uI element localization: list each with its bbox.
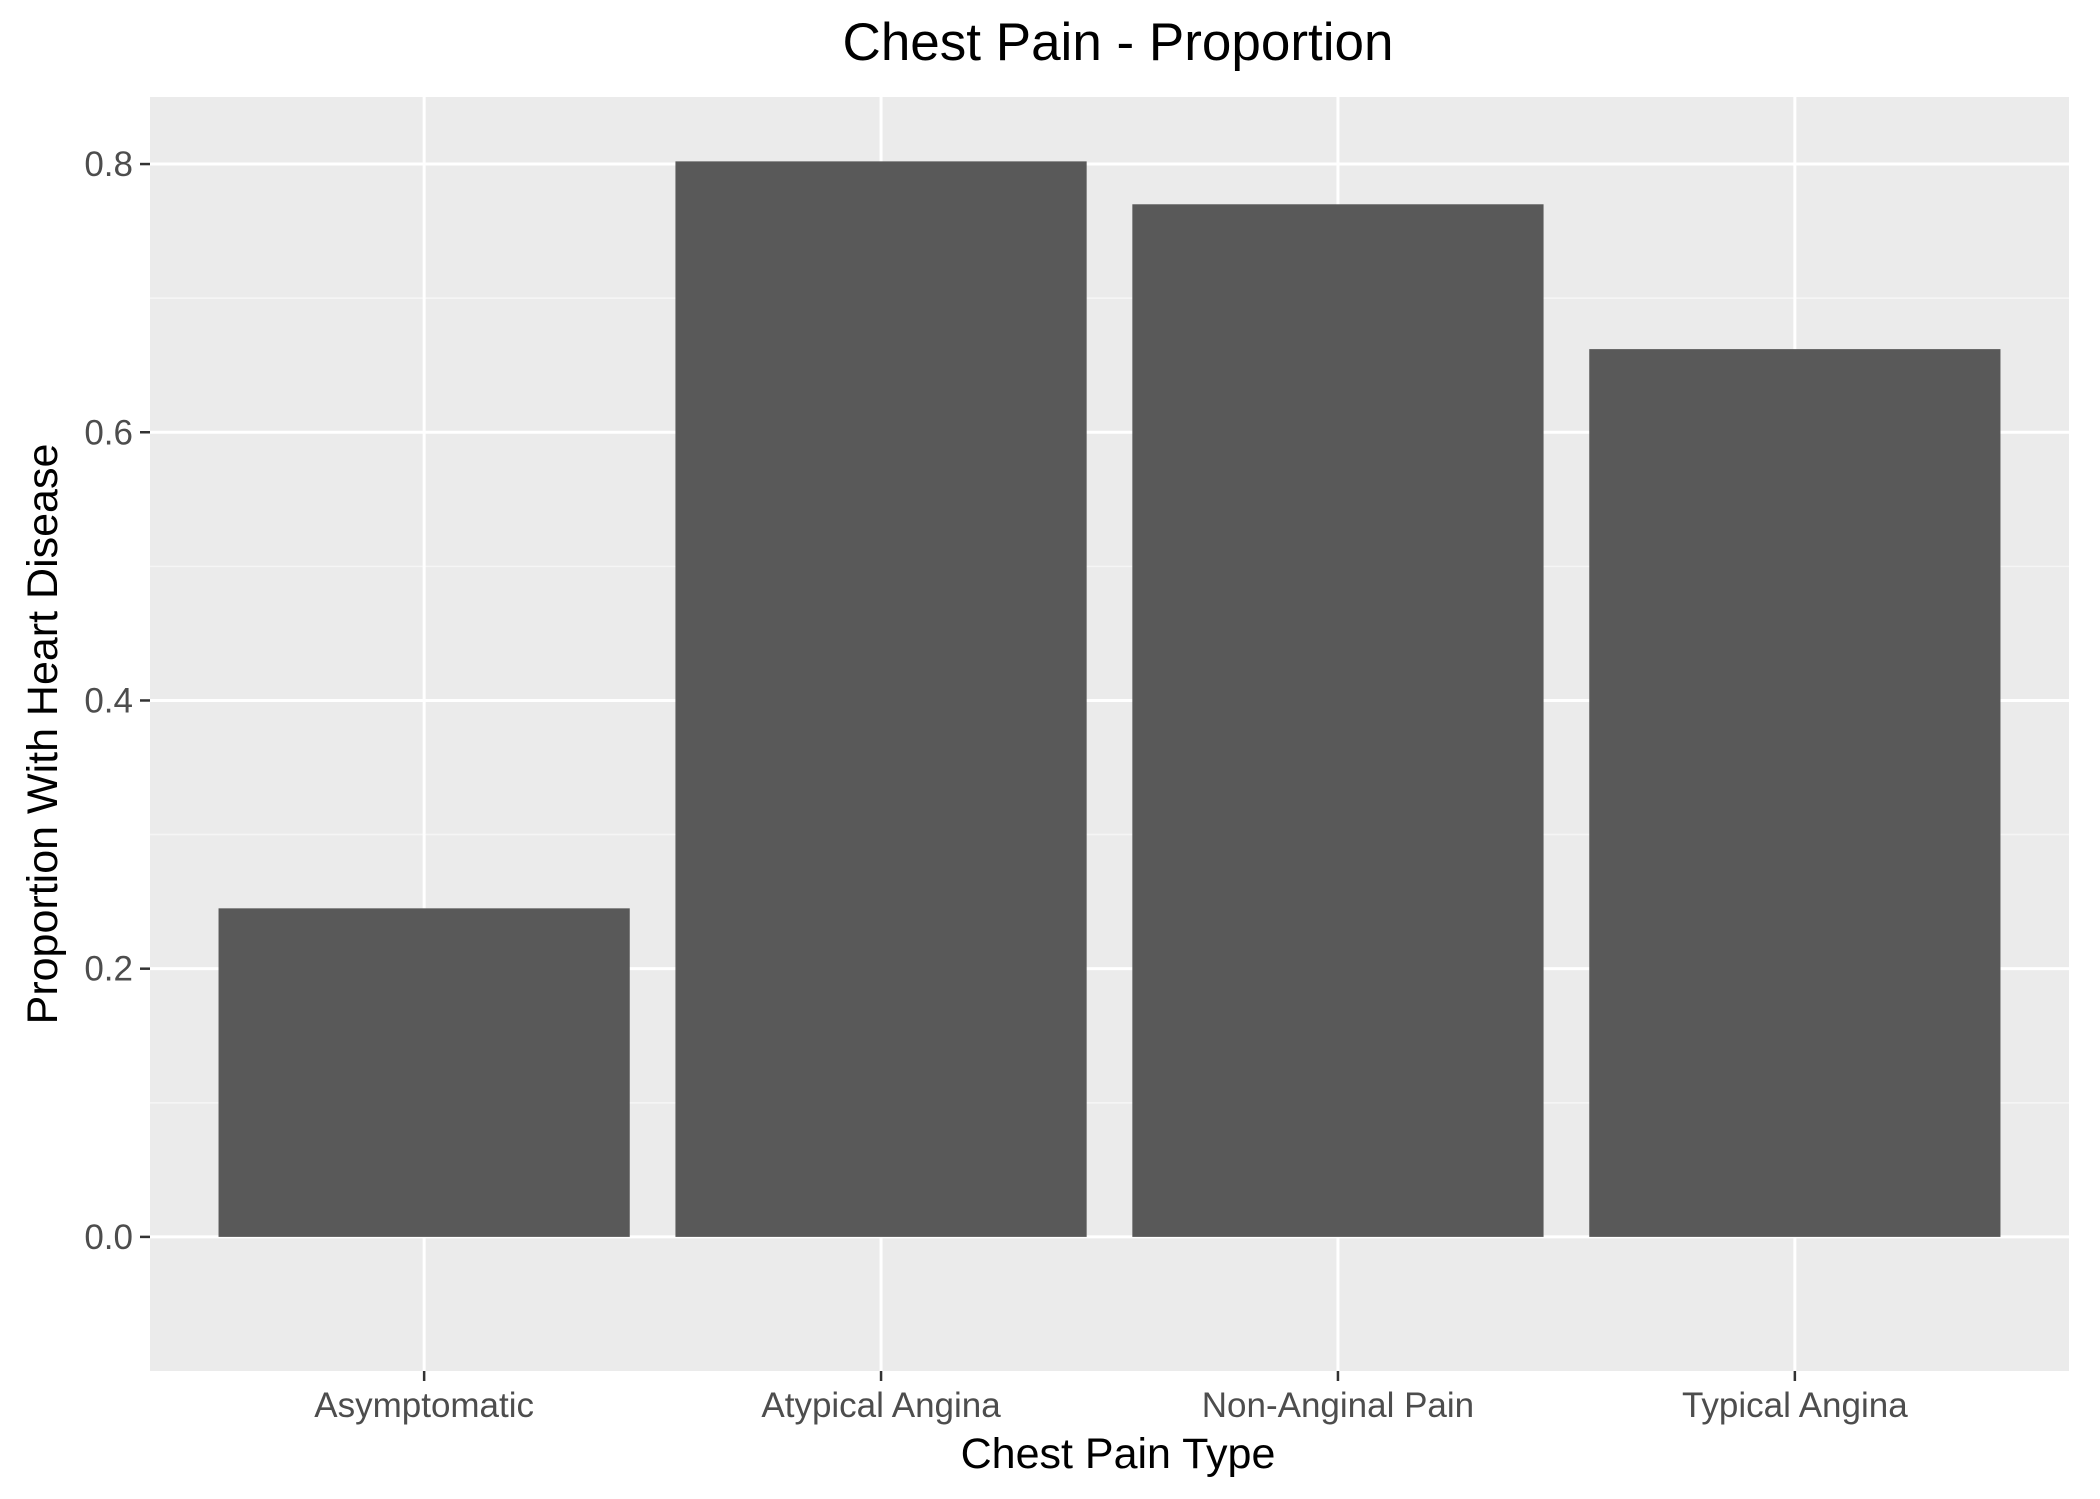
x-tick-label: Non-Anginal Pain	[1202, 1386, 1474, 1425]
y-tick-label: 0.2	[84, 950, 133, 989]
x-axis: Asymptomatic Atypical Angina Non-Anginal P…	[314, 1371, 1908, 1425]
y-tick-label: 0.0	[84, 1218, 133, 1257]
x-tick-label: Typical Angina	[1682, 1386, 1908, 1425]
bar-asymptomatic	[218, 908, 630, 1237]
chart-title: Chest Pain - Proportion	[843, 13, 1394, 72]
bar-atypical-angina	[675, 161, 1087, 1237]
y-axis-title: Proportion With Heart Disease	[19, 444, 67, 1025]
x-tick-label: Atypical Angina	[761, 1386, 1001, 1425]
y-tick-label: 0.6	[84, 413, 133, 452]
y-tick-label: 0.4	[84, 681, 133, 720]
x-tick-label: Asymptomatic	[314, 1386, 534, 1425]
y-axis: 0.0 0.2 0.4 0.6 0.8	[84, 145, 150, 1257]
bar-non-anginal-pain	[1132, 204, 1544, 1237]
y-tick-label: 0.8	[84, 145, 133, 184]
x-axis-title: Chest Pain Type	[961, 1430, 1276, 1478]
bar-series	[218, 161, 2001, 1237]
bar-typical-angina	[1589, 349, 2001, 1237]
